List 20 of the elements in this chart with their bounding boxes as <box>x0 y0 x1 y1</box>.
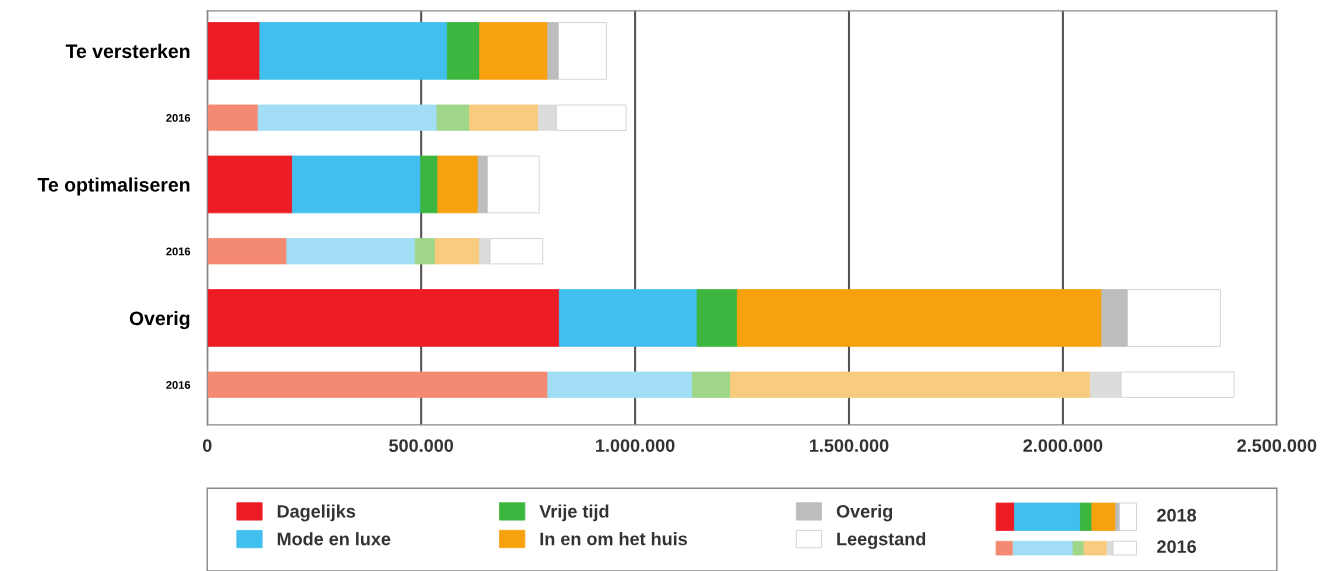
text: 2018 <box>1157 508 1197 522</box>
y-tick-label: Te optimaliseren <box>37 177 190 196</box>
y-tick-label: 2016 <box>166 381 191 389</box>
x-tick-label: 2.000.000 <box>1023 439 1103 452</box>
x-tick-label: 500.000 <box>389 439 454 452</box>
x-tick-label: 1.500.000 <box>809 439 889 452</box>
legend-label: In en om het huis <box>540 532 687 546</box>
y-tick-label: Te versterken <box>65 43 190 59</box>
x-tick-label: 2.500.000 <box>1237 439 1317 452</box>
legend-label: Leegstand <box>837 532 926 550</box>
legend-label: Overig <box>836 504 893 522</box>
x-tick-label: 0 <box>202 439 212 452</box>
legend-label: Mode en luxe <box>277 532 391 546</box>
legend-label: Dagelijks <box>277 504 356 522</box>
x-tick-label: 1.000.000 <box>596 439 675 452</box>
text: 2016 <box>1157 540 1197 554</box>
legend-label: Vrije tijd <box>539 504 609 522</box>
y-tick-label: 2016 <box>166 247 191 256</box>
y-tick-label: 2016 <box>166 113 191 122</box>
y-tick-label: Overig <box>129 310 190 330</box>
